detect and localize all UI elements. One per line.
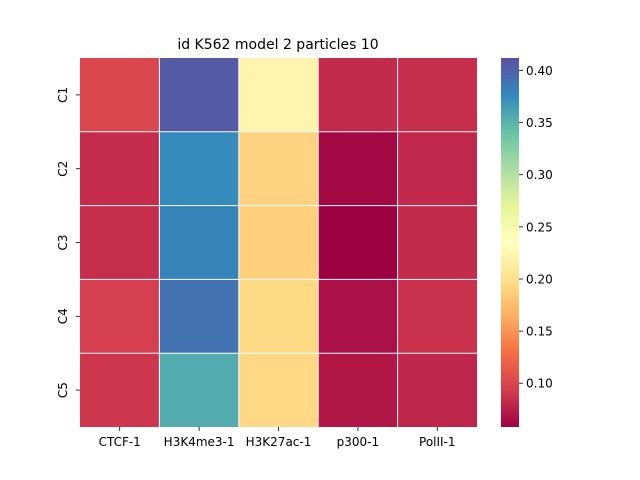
heatmap-cell: [80, 353, 160, 427]
y-tick-label: C1: [56, 87, 70, 103]
heatmap-cell: [238, 279, 319, 354]
x-axis: CTCF-1 H3K4me3-1 H3K27ac-1 p300-1 PolII-1: [99, 427, 456, 449]
colorbar-tick-label: 0.15: [526, 325, 553, 339]
heatmap-grid-lines: [80, 58, 477, 427]
heatmap-cell: [238, 131, 319, 206]
x-tick-label: H3K4me3-1: [164, 435, 235, 449]
colorbar: 0.10 0.15 0.20 0.25 0.30 0.35 0.40: [501, 58, 553, 427]
heatmap-cell: [80, 131, 160, 206]
heatmap-cell: [397, 205, 477, 280]
colorbar-tick-label: 0.20: [526, 272, 553, 286]
colorbar-tick-label: 0.25: [526, 220, 553, 234]
y-tick-label: C4: [56, 308, 70, 324]
x-tick-label: PolII-1: [419, 435, 456, 449]
x-tick-label: H3K27ac-1: [246, 435, 312, 449]
heatmap-cell: [397, 58, 477, 132]
heatmap-cell: [318, 279, 398, 354]
colorbar-ticks: 0.10 0.15 0.20 0.25 0.30 0.35 0.40: [519, 64, 553, 391]
colorbar-gradient: [501, 58, 519, 427]
y-tick-label: C2: [56, 161, 70, 177]
heatmap-cell: [159, 131, 239, 206]
colorbar-tick-label: 0.10: [526, 377, 553, 391]
heatmap-cell: [318, 131, 398, 206]
y-tick-label: C3: [56, 234, 70, 250]
y-axis: C1 C2 C3 C4 C5: [56, 87, 80, 398]
colorbar-tick-label: 0.30: [526, 168, 553, 182]
heatmap-cells: [80, 58, 477, 427]
heatmap-cell: [80, 205, 160, 280]
heatmap-cell: [397, 131, 477, 206]
x-tick-label: CTCF-1: [99, 435, 141, 449]
heatmap-cell: [397, 353, 477, 427]
colorbar-tick-label: 0.35: [526, 116, 553, 130]
heatmap-cell: [238, 58, 319, 132]
heatmap-cell: [159, 279, 239, 354]
colorbar-tick-label: 0.40: [526, 64, 553, 78]
chart-title: id K562 model 2 particles 10: [177, 37, 378, 53]
heatmap-cell: [397, 279, 477, 354]
heatmap-cell: [80, 58, 160, 132]
heatmap-cell: [318, 353, 398, 427]
heatmap-cell: [318, 205, 398, 280]
x-tick-label: p300-1: [337, 435, 380, 449]
heatmap-cell: [238, 353, 319, 427]
heatmap-cell: [159, 58, 239, 132]
heatmap-cell: [238, 205, 319, 280]
heatmap-cell: [80, 279, 160, 354]
heatmap-cell: [159, 353, 239, 427]
heatmap-cell: [159, 205, 239, 280]
heatmap-cell: [318, 58, 398, 132]
y-tick-label: C5: [56, 382, 70, 398]
